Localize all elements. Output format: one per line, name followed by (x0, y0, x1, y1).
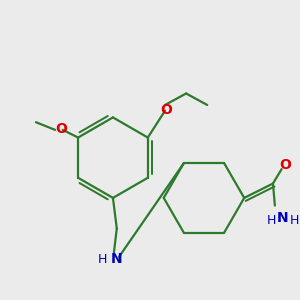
Text: H: H (266, 214, 276, 227)
Text: N: N (277, 211, 288, 225)
Text: O: O (55, 122, 67, 136)
Text: H: H (98, 253, 107, 266)
Text: N: N (111, 252, 123, 266)
Text: O: O (160, 103, 172, 117)
Text: O: O (280, 158, 291, 172)
Text: H: H (289, 214, 299, 227)
